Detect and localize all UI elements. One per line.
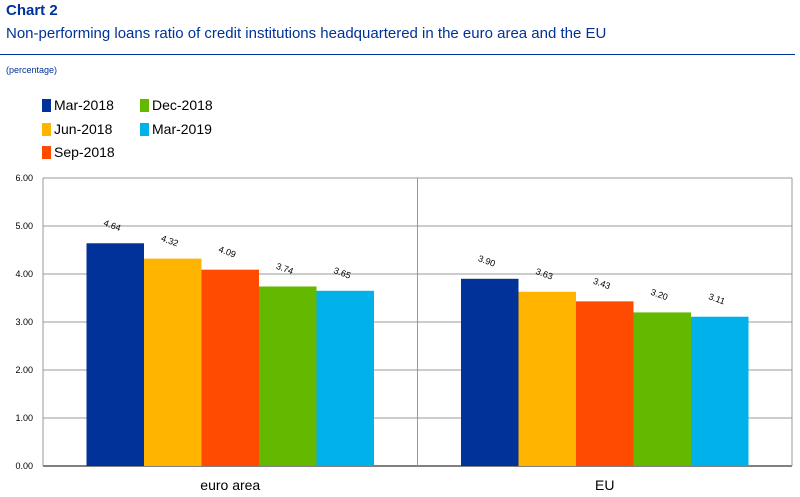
legend-item-mar-2019: Mar-2019 [140, 121, 212, 137]
y-tick-label: 2.00 [15, 365, 33, 375]
legend-item-mar-2018: Mar-2018 [42, 97, 114, 113]
legend-swatch [140, 122, 149, 136]
data-label: 4.32 [160, 233, 180, 248]
unit-label: (percentage) [6, 65, 58, 75]
data-label: 3.11 [707, 291, 726, 306]
bar-dec-2018-euro-area [259, 286, 317, 466]
legend-label: Mar-2018 [54, 97, 114, 113]
legend-label: Sep-2018 [54, 144, 115, 160]
legend-item-sep-2018: Sep-2018 [42, 144, 115, 160]
bar-mar-2018-euro-area [86, 243, 144, 466]
bar-jun-2018-eu [518, 291, 576, 466]
y-tick-label: 3.00 [15, 317, 33, 327]
title-rule [0, 54, 795, 55]
bar-mar-2018-eu [461, 278, 519, 466]
y-tick-label: 1.00 [15, 413, 33, 423]
legend-swatch [42, 98, 51, 112]
bar-mar-2019-euro-area [316, 290, 374, 466]
bar-sep-2018-eu [576, 301, 634, 466]
bar-mar-2019-eu [691, 316, 749, 466]
legend-label: Jun-2018 [54, 121, 113, 137]
legend-item-dec-2018: Dec-2018 [140, 97, 213, 113]
legend-label: Mar-2019 [152, 121, 212, 137]
chart-title: Non-performing loans ratio of credit ins… [6, 25, 607, 42]
legend-swatch [42, 145, 51, 159]
x-category-label: EU [595, 477, 614, 493]
data-label: 3.63 [534, 266, 554, 281]
legend-label: Dec-2018 [152, 97, 213, 113]
bar-jun-2018-euro-area [144, 258, 202, 466]
bar-dec-2018-eu [633, 312, 691, 466]
bar-sep-2018-euro-area [201, 269, 259, 466]
data-label: 3.90 [477, 253, 497, 268]
legend-swatch [42, 122, 51, 136]
y-tick-label: 6.00 [15, 173, 33, 183]
legend-item-jun-2018: Jun-2018 [42, 121, 112, 137]
data-label: 3.65 [332, 265, 352, 280]
chart-number: Chart 2 [6, 2, 58, 19]
data-label: 4.64 [102, 218, 122, 233]
data-label: 3.43 [592, 276, 612, 291]
data-label: 3.20 [649, 287, 669, 302]
legend-swatch [140, 98, 149, 112]
data-label: 4.09 [217, 244, 237, 259]
y-tick-label: 0.00 [15, 461, 33, 471]
x-category-label: euro area [200, 477, 260, 493]
y-tick-label: 4.00 [15, 269, 33, 279]
y-tick-label: 5.00 [15, 221, 33, 231]
